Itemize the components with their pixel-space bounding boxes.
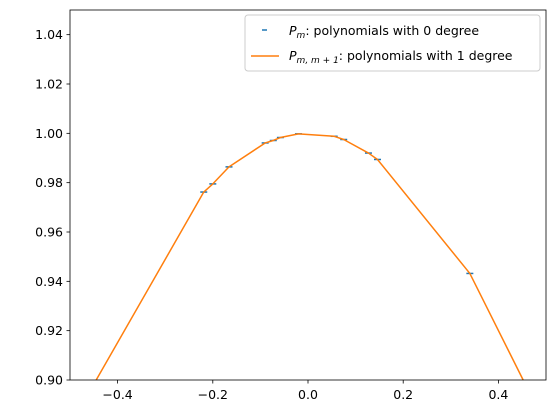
x-tick-label: 0.4 bbox=[488, 387, 508, 402]
legend-box bbox=[244, 14, 541, 72]
y-tick-label: 0.92 bbox=[35, 323, 63, 338]
plot-area bbox=[70, 10, 546, 380]
x-tick-label: 0.0 bbox=[298, 387, 318, 402]
legend-label-series-1: Pm, m + 1: polynomials with 1 degree bbox=[289, 48, 513, 66]
y-tick-label: 1.00 bbox=[35, 126, 63, 141]
x-tick-label: −0.2 bbox=[198, 387, 228, 402]
y-tick-label: 1.02 bbox=[35, 77, 63, 92]
x-tick-label: 0.2 bbox=[393, 387, 413, 402]
series-1-line bbox=[95, 133, 524, 380]
y-tick-label: 0.98 bbox=[35, 175, 63, 190]
x-tick-label: −0.4 bbox=[102, 387, 132, 402]
legend-label-series-0: Pm: polynomials with 0 degree bbox=[289, 23, 479, 41]
y-tick-label: 1.04 bbox=[35, 27, 63, 42]
y-tick-label: 0.90 bbox=[35, 373, 63, 388]
y-tick-label: 0.96 bbox=[35, 225, 63, 240]
y-tick-label: 0.94 bbox=[35, 274, 63, 289]
legend: Pm: polynomials with 0 degree Pm, m + 1:… bbox=[244, 14, 541, 72]
